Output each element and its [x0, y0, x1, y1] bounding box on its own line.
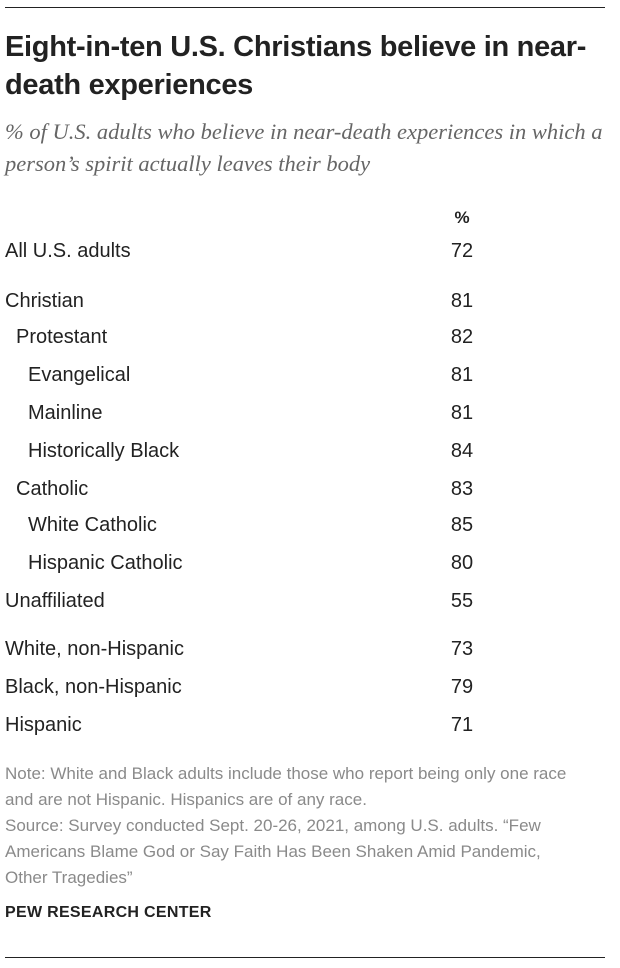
row-label: Protestant — [16, 326, 108, 348]
row-value: 79 — [450, 676, 474, 698]
row-value: 73 — [450, 638, 474, 660]
row-value: 81 — [450, 402, 474, 424]
row-label: Christian — [5, 290, 84, 312]
row-value: 84 — [450, 440, 474, 462]
table-row: White Catholic 85 — [0, 514, 620, 540]
row-label: Hispanic — [5, 714, 82, 736]
table-row: Unaffiliated 55 — [0, 590, 620, 616]
table-row: Christian 81 — [0, 290, 620, 316]
table-row: Protestant 82 — [0, 326, 620, 352]
row-label: Unaffiliated — [5, 590, 105, 612]
row-label: Mainline — [28, 402, 103, 424]
row-label: Black, non-Hispanic — [5, 676, 182, 698]
table-row: Hispanic Catholic 80 — [0, 552, 620, 578]
publisher: PEW RESEARCH CENTER — [5, 904, 212, 921]
table-row: White, non-Hispanic 73 — [0, 638, 620, 664]
note: Note: White and Black adults include tho… — [5, 764, 567, 809]
table-row: Catholic 83 — [0, 478, 620, 504]
subtitle: % of U.S. adults who believe in near-dea… — [5, 119, 603, 176]
row-value: 82 — [450, 326, 474, 348]
title: Eight-in-ten U.S. Christians believe in … — [5, 31, 587, 101]
table-row: Hispanic 71 — [0, 714, 620, 740]
table-row: Black, non-Hispanic 79 — [0, 676, 620, 702]
row-value: 55 — [450, 590, 474, 612]
row-label: White Catholic — [28, 514, 157, 536]
table-row: Mainline 81 — [0, 402, 620, 428]
top-rule — [5, 7, 605, 8]
table-row: Historically Black 84 — [0, 440, 620, 466]
row-value: 80 — [450, 552, 474, 574]
row-value: 83 — [450, 478, 474, 500]
row-label: All U.S. adults — [5, 240, 131, 262]
row-value: 71 — [450, 714, 474, 736]
table-row: All U.S. adults 72 — [0, 240, 620, 266]
row-label: Hispanic Catholic — [28, 552, 183, 574]
row-label: Historically Black — [28, 440, 180, 462]
row-value: 81 — [450, 364, 474, 386]
table-row: Evangelical 81 — [0, 364, 620, 390]
row-value: 72 — [450, 240, 474, 262]
source: Source: Survey conducted Sept. 20-26, 20… — [5, 816, 541, 887]
row-value: 81 — [450, 290, 474, 312]
row-value: 85 — [450, 514, 474, 536]
row-label: Evangelical — [28, 364, 131, 386]
column-header: % — [454, 208, 470, 227]
bottom-rule — [5, 957, 605, 958]
row-label: White, non-Hispanic — [5, 638, 184, 660]
row-label: Catholic — [16, 478, 89, 500]
